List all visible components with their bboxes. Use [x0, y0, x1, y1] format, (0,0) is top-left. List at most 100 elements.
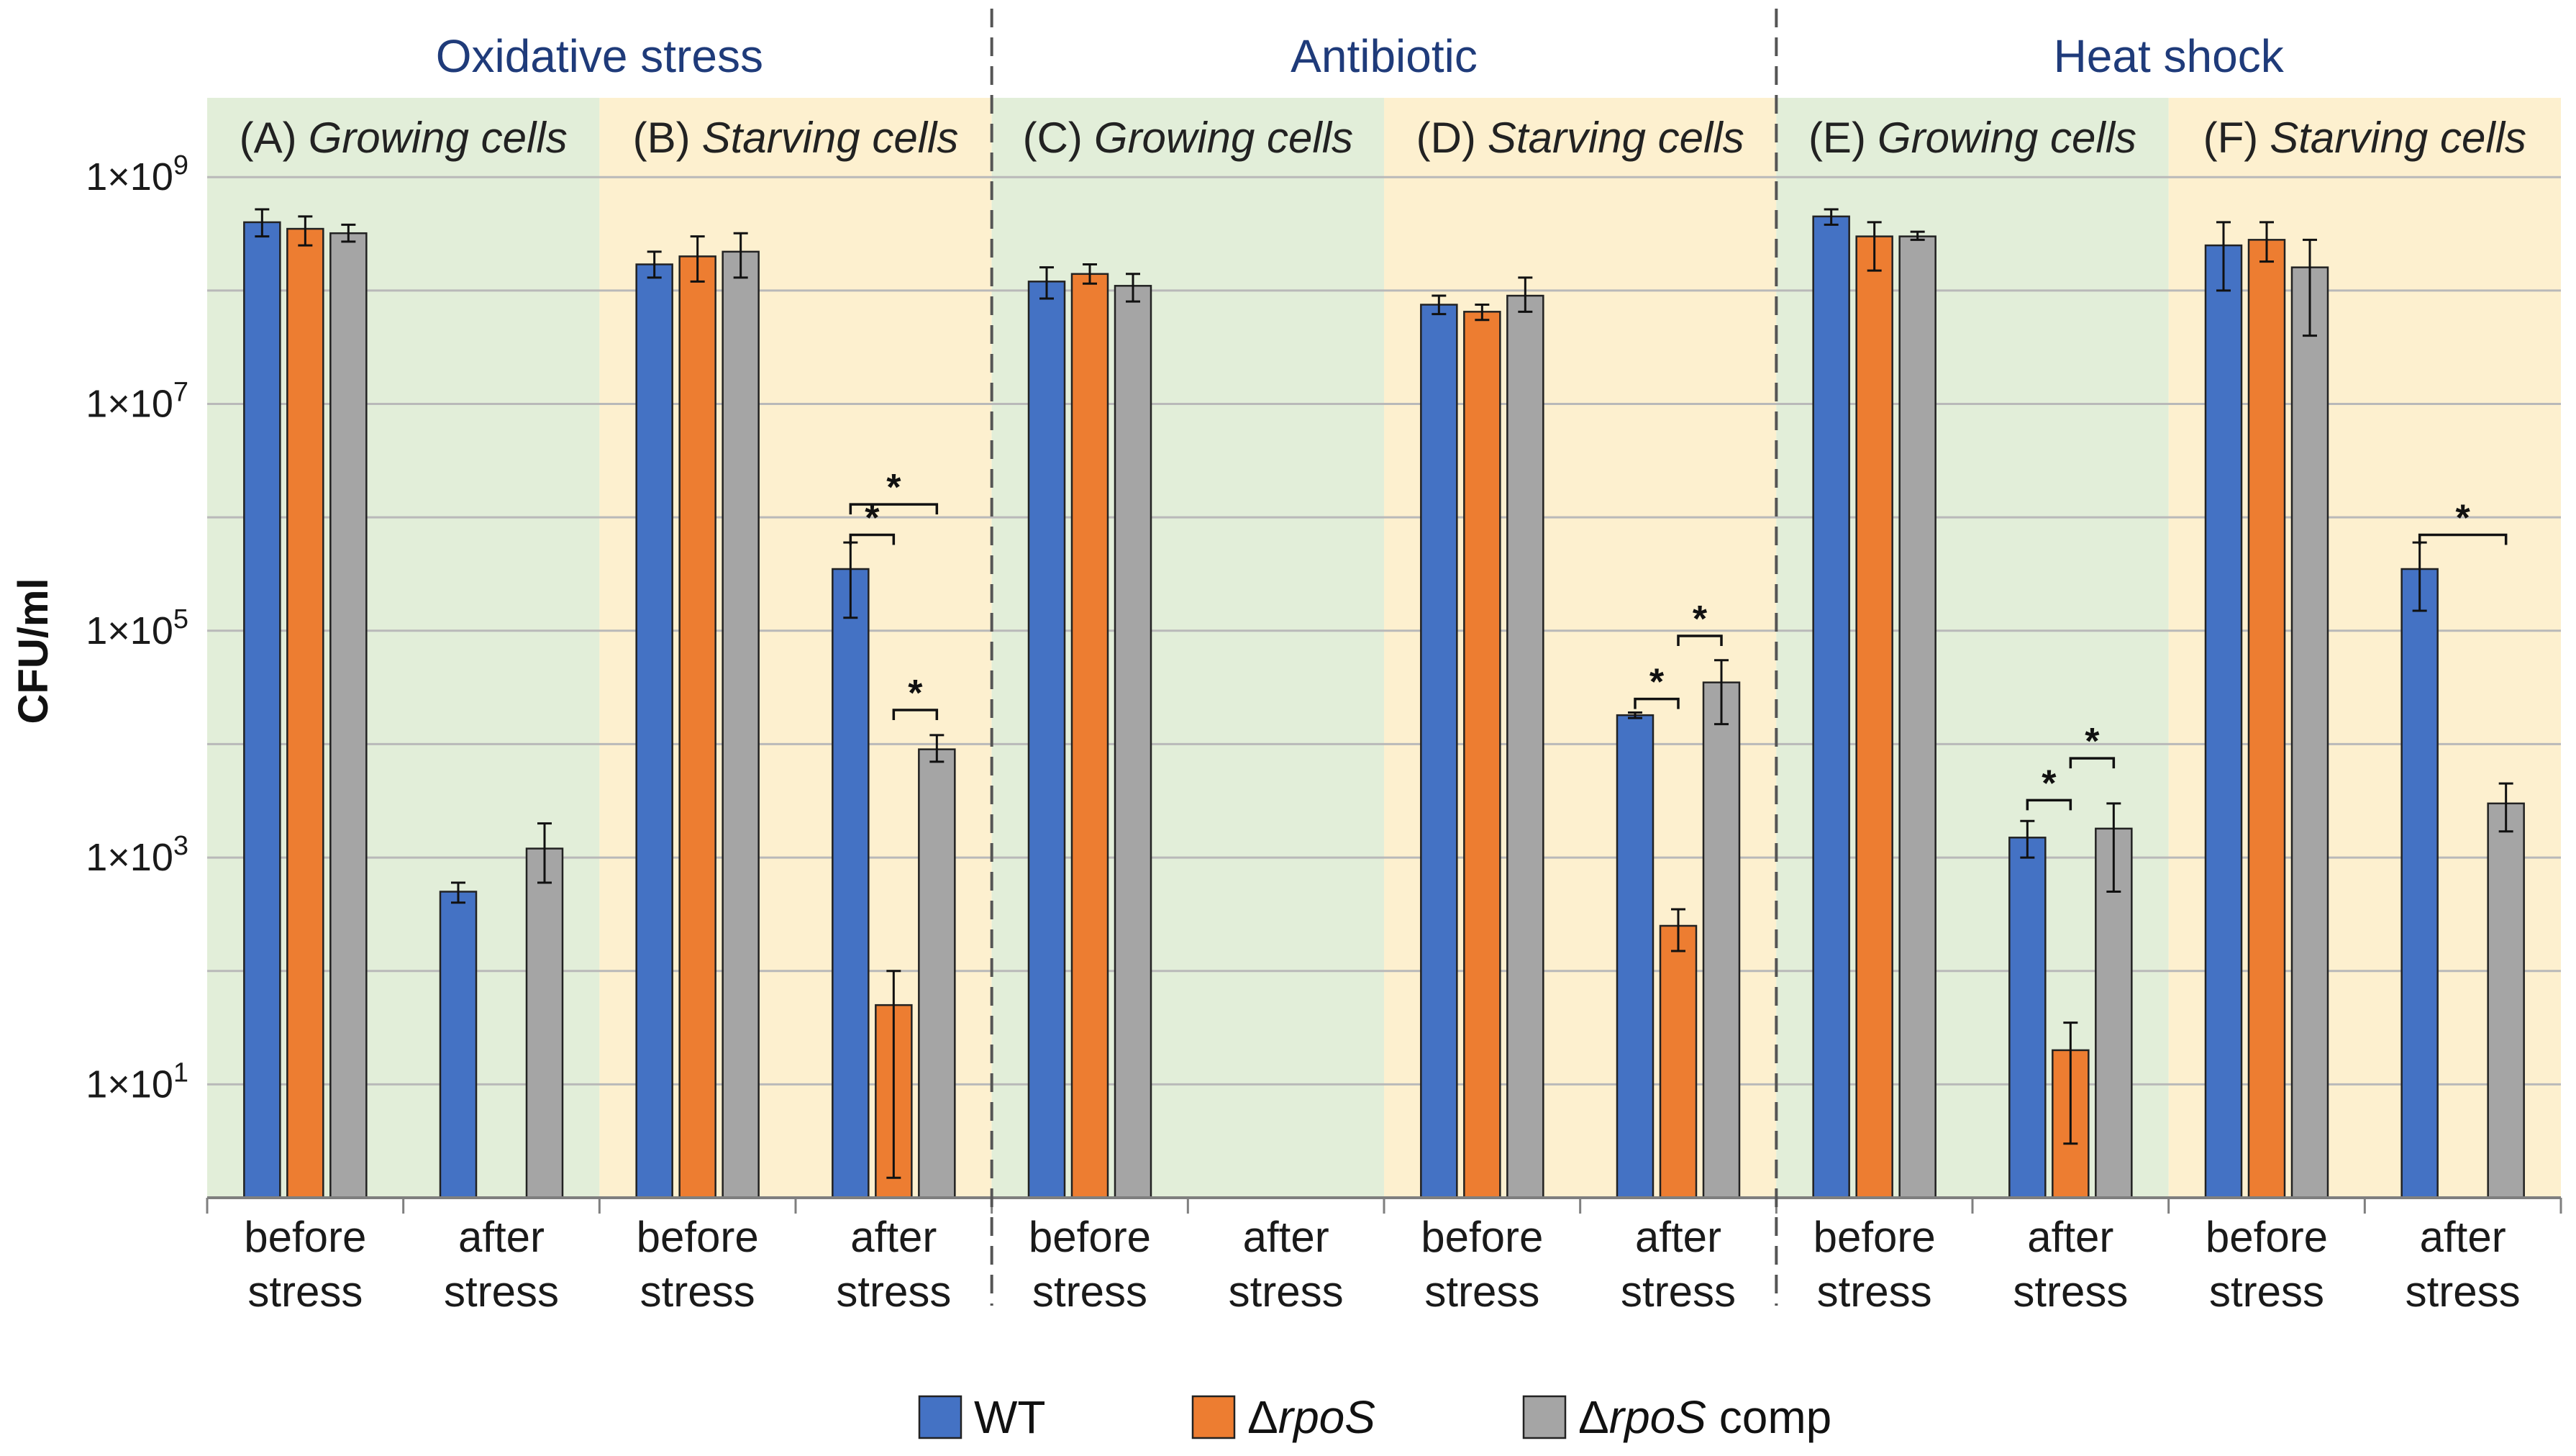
legend-name-0: WT: [974, 1391, 1046, 1443]
bars: [243, 208, 2525, 1199]
category-label-line2-3: stress: [836, 1268, 951, 1316]
bar-s1-g10: [2247, 239, 2286, 1199]
significance-bracket-2: [892, 709, 939, 720]
header-strip: [207, 0, 2561, 92]
legend-name-1: Δ: [1247, 1391, 1278, 1443]
category-label-line1-0: before: [244, 1213, 366, 1261]
category-label-line2-6: stress: [1424, 1268, 1539, 1316]
bar-s2-g3: [918, 748, 956, 1199]
bar-s2-g2: [722, 250, 760, 1199]
panel-label-1: (B) Starving cells: [633, 114, 959, 162]
bar-s0-g8: [1812, 215, 1850, 1199]
legend-swatch-2: [1522, 1395, 1567, 1439]
panel-letter-1: (B): [633, 114, 691, 162]
significance-bracket-5: [2026, 798, 2072, 811]
bar-s1-g4: [1070, 273, 1109, 1199]
legend-label-2: ΔrpoS comp: [1578, 1391, 1831, 1443]
axes: [206, 9, 2562, 1306]
category-label-line1-6: before: [1421, 1213, 1543, 1261]
legend-suffix-2: comp: [1706, 1391, 1831, 1443]
category-label-line1-10: before: [2206, 1213, 2328, 1261]
significance-star-7: *: [2456, 498, 2471, 540]
y-tick-exponent-3: 7: [173, 377, 188, 407]
bar-s2-g1: [525, 847, 564, 1199]
category-label-line2-4: stress: [1032, 1268, 1147, 1316]
significance-star-0: *: [886, 467, 901, 509]
panel-name-3: Starving cells: [1488, 114, 1744, 162]
y-tick-label-4: 1×109: [86, 150, 188, 199]
bar-s1-g7: [1659, 924, 1698, 1199]
bar-s1-g8: [1855, 235, 1893, 1199]
panel-label-5: (F) Starving cells: [2203, 114, 2526, 162]
significance-star-2: *: [908, 673, 923, 714]
section-title-2: Heat shock: [2054, 30, 2285, 82]
section-title-1: Antibiotic: [1291, 30, 1478, 82]
significance-star-5: *: [2042, 763, 2057, 804]
panel-letter-4: (E): [1808, 114, 1866, 162]
category-label-line1-1: after: [458, 1213, 545, 1261]
bar-s2-g0: [329, 232, 368, 1199]
bar-s2-g10: [2290, 266, 2329, 1199]
panel-label-4: (E) Growing cells: [1808, 114, 2136, 162]
significance-star-4: *: [1693, 599, 1708, 640]
y-tick-exponent-1: 3: [173, 831, 188, 861]
bar-s0-g7: [1616, 714, 1655, 1199]
panel-letter-2: (C): [1023, 114, 1083, 162]
bar-s2-g7: [1702, 681, 1741, 1199]
bar-s2-g8: [1898, 235, 1936, 1199]
panel-name-5: Starving cells: [2270, 114, 2526, 162]
legend-label-0: WT: [974, 1391, 1046, 1443]
significance-bracket-0: [849, 503, 939, 515]
panel-name-2: Growing cells: [1094, 114, 1353, 162]
legend: WT ΔrpoS ΔrpoS comp: [918, 1391, 1831, 1443]
category-label-line1-4: before: [1029, 1213, 1151, 1261]
significance-bracket-7: [2418, 533, 2508, 545]
y-tick-label-2: 1×105: [86, 604, 188, 652]
bar-s0-g2: [635, 263, 673, 1199]
bar-s1-g6: [1463, 311, 1501, 1199]
category-label-line1-7: after: [1635, 1213, 1721, 1261]
y-tick-base-2: 1×10: [86, 609, 173, 652]
category-label-line1-11: after: [2420, 1213, 2506, 1261]
category-label-line1-2: before: [637, 1213, 759, 1261]
category-label-line2-5: stress: [1229, 1268, 1344, 1316]
labels: 1×1011×1031×1051×1071×109CFU/mlOxidative…: [10, 30, 2526, 1316]
panel-letter-3: (D): [1416, 114, 1476, 162]
bar-s0-g3: [832, 568, 870, 1199]
legend-swatch-1: [1191, 1395, 1236, 1439]
significance-bracket-3: [1634, 697, 1680, 709]
category-label-line2-11: stress: [2406, 1268, 2521, 1316]
panel-name-0: Growing cells: [309, 114, 568, 162]
significance-bracket-6: [2069, 757, 2116, 769]
legend-label-1: ΔrpoS: [1247, 1391, 1375, 1443]
y-tick-label-3: 1×107: [86, 377, 188, 425]
category-label-line2-1: stress: [444, 1268, 559, 1316]
panel-label-0: (A) Growing cells: [240, 114, 568, 162]
bar-s0-g9: [2008, 837, 2047, 1199]
gridlines: [207, 176, 2561, 1086]
category-label-line2-7: stress: [1621, 1268, 1736, 1316]
legend-name-2: Δ: [1578, 1391, 1609, 1443]
category-label-line2-9: stress: [2013, 1268, 2128, 1316]
legend-italic-1: rpoS: [1278, 1391, 1375, 1443]
bar-s0-g11: [2400, 568, 2439, 1199]
category-label-line1-8: before: [1813, 1213, 1936, 1261]
bar-s0-g0: [243, 221, 281, 1199]
significance-star-6: *: [2085, 721, 2100, 763]
y-tick-base-4: 1×10: [86, 155, 173, 199]
bar-s0-g1: [439, 891, 478, 1199]
y-tick-base-1: 1×10: [86, 836, 173, 879]
y-tick-base-0: 1×10: [86, 1063, 173, 1106]
panel-letter-5: (F): [2203, 114, 2259, 162]
y-tick-base-3: 1×10: [86, 382, 173, 425]
y-tick-label-1: 1×103: [86, 831, 188, 879]
bar-s0-g10: [2204, 244, 2243, 1199]
panel-letter-0: (A): [240, 114, 297, 162]
significance-brackets: *** *****: [849, 467, 2508, 811]
bar-s0-g6: [1420, 304, 1458, 1199]
bar-s2-g4: [1114, 285, 1152, 1199]
significance-star-3: *: [1649, 662, 1665, 704]
panel-name-1: Starving cells: [702, 114, 959, 162]
bar-s2-g6: [1506, 294, 1544, 1199]
